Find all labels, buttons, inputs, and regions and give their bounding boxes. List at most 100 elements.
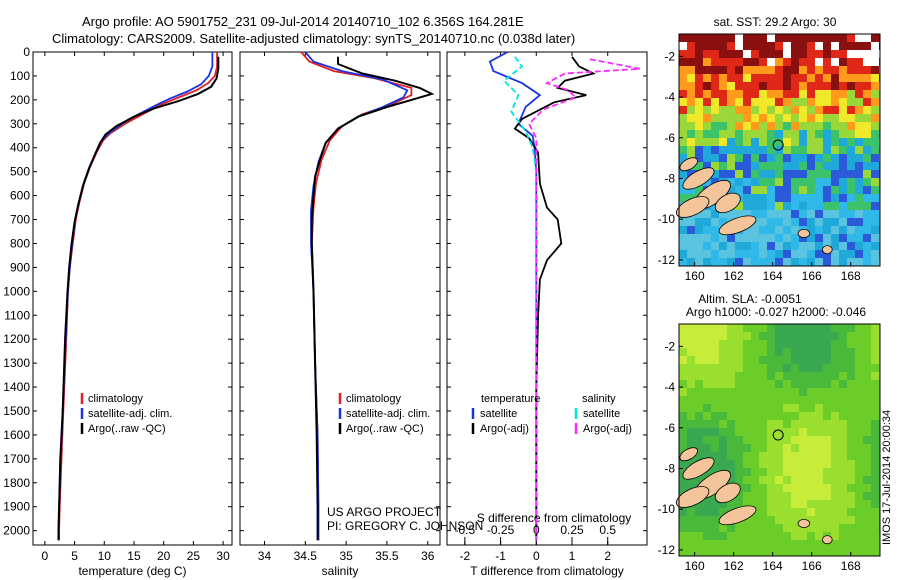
map-cell bbox=[703, 90, 711, 98]
map-cell bbox=[871, 404, 879, 412]
map-cell bbox=[815, 476, 823, 484]
map-cell bbox=[767, 210, 775, 218]
map-x-tick-label: 166 bbox=[802, 269, 822, 283]
map-cell bbox=[807, 162, 815, 170]
map-cell bbox=[679, 186, 687, 194]
map-cell bbox=[815, 332, 823, 340]
map-cell bbox=[727, 500, 735, 508]
map-cell bbox=[823, 420, 831, 428]
map-cell bbox=[743, 154, 751, 162]
map-cell bbox=[743, 106, 751, 114]
map-cell bbox=[799, 98, 807, 106]
map-cell bbox=[775, 444, 783, 452]
map-cell bbox=[711, 412, 719, 420]
map-cell bbox=[839, 356, 847, 364]
map-cell bbox=[839, 82, 847, 90]
map-cell bbox=[783, 98, 791, 106]
map-cell bbox=[847, 500, 855, 508]
map-cell bbox=[759, 436, 767, 444]
map-cell bbox=[711, 74, 719, 82]
map-cell bbox=[735, 114, 743, 122]
map-cell bbox=[695, 226, 703, 234]
map-cell bbox=[687, 130, 695, 138]
map-cell bbox=[847, 58, 855, 66]
map-cell bbox=[847, 250, 855, 258]
map-cell bbox=[783, 74, 791, 82]
map-x-tick-label: 162 bbox=[724, 559, 744, 573]
map-cell bbox=[823, 508, 831, 516]
map-cell bbox=[679, 90, 687, 98]
map-cell bbox=[823, 194, 831, 202]
map-cell bbox=[863, 508, 871, 516]
map-y-tick-label: -4 bbox=[664, 90, 675, 104]
map-cell bbox=[855, 178, 863, 186]
map-cell bbox=[759, 364, 767, 372]
map-cell bbox=[775, 42, 783, 50]
map-cell bbox=[847, 484, 855, 492]
map-cell bbox=[695, 98, 703, 106]
map-cell bbox=[711, 154, 719, 162]
map-cell bbox=[847, 82, 855, 90]
map-cell bbox=[831, 234, 839, 242]
map-cell bbox=[735, 162, 743, 170]
map-cell bbox=[823, 34, 831, 42]
map-cell bbox=[735, 98, 743, 106]
map-cell bbox=[791, 138, 799, 146]
map-cell bbox=[799, 468, 807, 476]
map-cell bbox=[815, 234, 823, 242]
map-cell bbox=[871, 122, 879, 130]
map-cell bbox=[815, 372, 823, 380]
map-cell bbox=[775, 186, 783, 194]
map-cell bbox=[743, 532, 751, 540]
map-cell bbox=[679, 250, 687, 258]
map-cell bbox=[735, 340, 743, 348]
map-cell bbox=[831, 146, 839, 154]
map-cell bbox=[839, 452, 847, 460]
map-cell bbox=[679, 154, 687, 162]
map-cell bbox=[863, 356, 871, 364]
map-cell bbox=[775, 340, 783, 348]
map-cell bbox=[863, 258, 871, 266]
map-cell bbox=[759, 348, 767, 356]
salinity-lines bbox=[300, 51, 435, 541]
map-cell bbox=[775, 130, 783, 138]
map-cell bbox=[863, 50, 871, 58]
map-cell bbox=[847, 106, 855, 114]
map-cell bbox=[855, 106, 863, 114]
map-cell bbox=[743, 130, 751, 138]
map-cell bbox=[839, 122, 847, 130]
map-cell bbox=[735, 540, 743, 548]
map-cell bbox=[839, 186, 847, 194]
map-cell bbox=[831, 122, 839, 130]
map-cell bbox=[815, 548, 823, 556]
map-cell bbox=[855, 162, 863, 170]
map-cell bbox=[687, 388, 695, 396]
map-cell bbox=[687, 436, 695, 444]
map-cell bbox=[847, 540, 855, 548]
map-cell bbox=[791, 404, 799, 412]
map-cell bbox=[831, 186, 839, 194]
map-cell bbox=[807, 388, 815, 396]
map-cell bbox=[759, 340, 767, 348]
map-cell bbox=[783, 532, 791, 540]
map-cell bbox=[815, 226, 823, 234]
map-cell bbox=[799, 250, 807, 258]
map-cell bbox=[799, 324, 807, 332]
map-cell bbox=[703, 250, 711, 258]
map-cell bbox=[759, 516, 767, 524]
s-axis-label: S difference from climatology bbox=[477, 511, 632, 525]
map-cell bbox=[855, 532, 863, 540]
map-cell bbox=[759, 154, 767, 162]
figure-title-line1: Argo profile: AO 5901752_231 09-Jul-2014… bbox=[82, 14, 524, 29]
map-cell bbox=[839, 234, 847, 242]
map-cell bbox=[831, 532, 839, 540]
map-y-tick-label: -6 bbox=[664, 131, 675, 145]
map-cell bbox=[687, 412, 695, 420]
map-cell bbox=[711, 364, 719, 372]
map-cell bbox=[871, 500, 879, 508]
map-cell bbox=[695, 130, 703, 138]
map-cell bbox=[799, 492, 807, 500]
map-cell bbox=[847, 516, 855, 524]
map-cell bbox=[679, 170, 687, 178]
